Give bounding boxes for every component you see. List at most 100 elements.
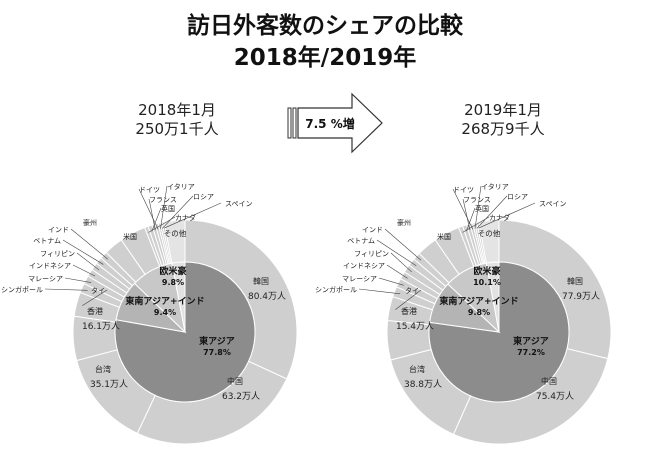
outer-slice-label: インド <box>362 226 383 234</box>
inner-slice-pct: 9.4% <box>154 308 176 317</box>
leader-line <box>358 288 401 295</box>
outer-slice-label: 中国 <box>227 376 243 386</box>
leader-line <box>151 207 162 232</box>
outer-slice-label: カナダ <box>489 213 510 222</box>
leader-line <box>76 252 100 271</box>
leader-line <box>462 198 471 231</box>
leader-line <box>466 207 476 232</box>
outer-slice-label: ベトナム <box>33 237 61 245</box>
outer-slice-label: インドネシア <box>343 262 385 270</box>
outer-slice-label: スペイン <box>539 200 567 208</box>
outer-slice-label: ロシア <box>507 193 528 201</box>
outer-slice-label: 英国 <box>475 204 489 213</box>
inner-slice-pct: 77.2% <box>517 348 545 357</box>
outer-slice-value: 80.4万人 <box>248 291 286 302</box>
leader-line <box>452 188 474 230</box>
page-title: 訪日外客数のシェアの比較 <box>187 13 463 39</box>
leader-line <box>138 188 159 230</box>
right-total-label: 268万9千人 <box>461 120 545 138</box>
outer-slice-label: イタリア <box>167 182 195 191</box>
arrow-label: 7.5 %増 <box>305 116 354 131</box>
arrow-stripe <box>292 107 297 139</box>
leader-line <box>44 288 88 291</box>
leader-line <box>164 202 222 229</box>
arrow-stripe <box>287 107 292 139</box>
leader-line <box>148 198 156 231</box>
outer-slice-label: 香港 <box>401 306 417 316</box>
inner-slice-label: 東南アジア+インド <box>439 295 518 307</box>
inner-slice-pct: 77.8% <box>203 348 231 357</box>
outer-slice-label: 韓国 <box>253 276 269 286</box>
leader-line <box>62 239 104 265</box>
outer-slice-label: タイ <box>91 286 105 295</box>
outer-slice-label: インド <box>48 226 69 234</box>
outer-slice-value: 75.4万人 <box>536 391 574 402</box>
inner-slice-label: 東アジア <box>513 335 549 347</box>
leader-line <box>395 289 422 310</box>
inner-slice <box>485 261 500 333</box>
outer-slice-label: その他 <box>164 228 187 238</box>
outer-slice-label: マレーシア <box>28 275 63 283</box>
outer-slice-label: シンガポール <box>315 285 357 294</box>
outer-slice-label: フランス <box>463 196 491 204</box>
outer-slice-value: 77.9万人 <box>562 291 600 302</box>
outer-slice-label: イタリア <box>481 182 509 191</box>
outer-slice-label: その他 <box>478 228 501 238</box>
leader-line <box>386 264 408 279</box>
outer-slice-label: 中国 <box>541 376 557 386</box>
outer-slice-label: タイ <box>405 286 419 295</box>
leader-line <box>82 289 108 306</box>
right-period-label: 2019年1月 268万9千人 <box>418 101 588 139</box>
leader-line <box>162 195 194 229</box>
outer-slice-label: 英国 <box>161 204 175 213</box>
leader-line <box>64 277 92 283</box>
outer-slice-label: ドイツ <box>139 186 160 194</box>
outer-slice-label: ドイツ <box>453 186 474 194</box>
inner-slice-label: 欧米豪 <box>473 265 500 277</box>
inner-slice-pct: 10.1% <box>473 278 501 287</box>
outer-slice-label: フランス <box>149 196 177 204</box>
right-year-label: 2019年1月 <box>464 101 542 119</box>
outer-slice-value: 15.4万人 <box>396 321 434 332</box>
outer-slice-value: 16.1万人 <box>82 321 120 332</box>
inner-slice-pct: 9.8% <box>162 278 184 287</box>
arrow-body <box>297 92 383 154</box>
outer-slice-value: 63.2万人 <box>222 391 260 402</box>
page-subtitle: 2018年/2019年 <box>233 45 417 71</box>
left-year-label: 2018年1月 <box>138 101 216 119</box>
outer-slice-label: スペイン <box>225 200 253 208</box>
outer-slice-label: 台湾 <box>95 364 111 374</box>
outer-slice-label: フィリピン <box>40 250 75 258</box>
leader-line <box>70 228 109 260</box>
leader-line <box>478 202 536 229</box>
inner-slice <box>171 261 186 333</box>
leader-line <box>72 264 96 277</box>
leader-line <box>476 195 508 229</box>
leader-line <box>160 185 168 229</box>
outer-slice-label: 豪州 <box>397 218 411 227</box>
outer-slice-label: ベトナム <box>347 237 375 245</box>
outer-slice-label: シンガポール <box>1 285 43 294</box>
leader-line <box>384 228 422 261</box>
outer-slice-label: 台湾 <box>409 364 425 374</box>
leader-line <box>474 185 482 229</box>
outer-slice-label: 韓国 <box>567 276 583 286</box>
outer-slice-label: カナダ <box>175 213 196 222</box>
growth-arrow-icon: 7.5 %増 <box>287 92 383 154</box>
outer-slice-label: インドネシア <box>29 262 71 270</box>
inner-slice-pct: 9.8% <box>468 308 490 317</box>
outer-slice-label: ロシア <box>193 193 214 201</box>
outer-slice-value: 35.1万人 <box>90 379 128 390</box>
outer-slice-label: 米国 <box>437 232 451 241</box>
outer-slice-label: 香港 <box>87 306 103 316</box>
leader-line <box>378 277 404 286</box>
leader-line <box>390 252 412 273</box>
left-total-label: 250万1千人 <box>135 120 219 138</box>
inner-slice-label: 欧米豪 <box>159 265 186 277</box>
inner-slice-label: 東アジア <box>199 335 235 347</box>
outer-slice-value: 38.8万人 <box>404 379 442 390</box>
outer-slice-label: 米国 <box>123 232 137 241</box>
outer-slice-label: フィリピン <box>354 250 389 258</box>
inner-slice-label: 東南アジア+インド <box>125 295 204 307</box>
